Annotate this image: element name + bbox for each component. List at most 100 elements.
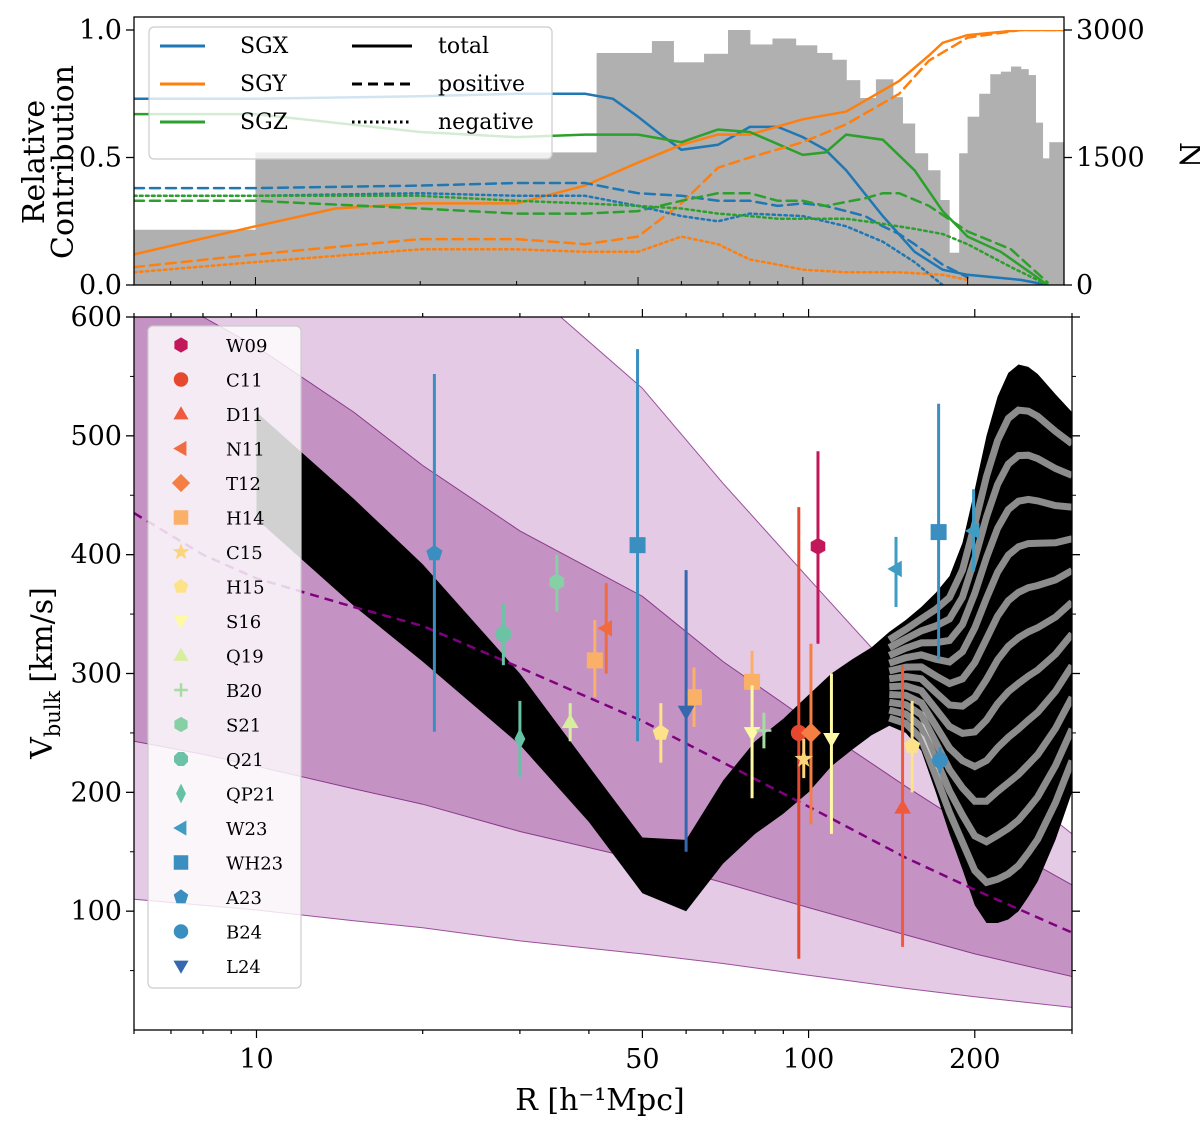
marker-w23 [965,522,980,540]
sgy-negative-line [134,235,969,282]
legend-label-n11: N11 [226,440,265,461]
hist-bar [255,152,598,285]
marker-qp21 [514,727,526,750]
hist-bar [1042,158,1050,285]
reconstruction-streak [888,567,1072,688]
legend-label-a23: A23 [225,888,262,909]
top-ytick-label: 1.0 [79,15,122,46]
bottom-ytick-label: 500 [70,421,122,452]
legend-label-b20: B20 [226,681,262,702]
reconstruction-streaks [887,406,1072,887]
hist-bar [816,52,833,285]
bottom-legend-box [147,325,302,989]
hist-bar [949,252,960,285]
marker-h15 [904,737,921,753]
marker-q19 [561,713,579,728]
sgy-total-line [134,30,1064,256]
legend-marker-h15 [173,578,189,593]
top-ylabel-line2: Contribution [46,65,81,259]
legend-marker-w23 [173,820,187,836]
legend-label-h14: H14 [226,509,265,530]
ylabel-unit: [km/s] [25,587,60,683]
top-y2tick-label: 1500 [1076,143,1145,174]
hist-bar [990,74,1002,285]
marker-b20 [756,723,772,739]
marker-h15 [652,724,669,740]
marker-t12 [800,722,822,744]
sgx-negative-line [134,191,944,285]
legend-label-s16: S16 [226,612,261,633]
legend-marker-s16 [173,615,189,629]
bottom-ylabel: Vbulk [km/s] [25,587,65,760]
legend-label-q21: Q21 [226,750,264,771]
legend-label-total: total [438,34,489,59]
count-histogram [134,30,1064,285]
marker-n11 [597,620,612,637]
marker-c15 [794,749,814,767]
bottom-ytick-label: 400 [70,540,122,571]
legend-marker-t12 [171,473,191,493]
marker-s16 [743,727,761,742]
top-y2tick-label: 3000 [1076,15,1145,46]
top-y2tick-label: 0 [1076,270,1093,301]
bottom-axis-ticks: 100 200 300 400 500 600 10 50 100 200 [70,302,1080,1075]
legend-label-s21: S21 [226,716,261,737]
reconstruction-streak [887,451,1072,651]
hist-bar [846,80,861,285]
bottom-legend: W09 C11 D11 N11 T12 H14 C15 H15 S16 Q19 B20 S21 Q21 Q… [147,325,302,989]
marker-s21 [549,573,565,591]
svg-text:Vbulk[km/s]: Vbulk [km/s] [25,587,65,760]
hist-bar [927,170,941,285]
legend-label-l24: L24 [226,957,261,978]
legend-label-h15: H15 [226,578,265,599]
hist-bar [1020,69,1029,285]
top-y2label: N [1172,142,1200,168]
hist-bar [749,44,774,285]
legend-marker-b20 [174,683,188,697]
hist-bar [892,97,903,285]
marker-q21 [495,626,512,643]
hist-bar [831,59,847,285]
reconstruction-streak [888,535,1072,667]
reconstruction-streak [887,406,1072,643]
reconstruction-streak [888,714,1072,887]
legend-label-w23: W23 [226,819,267,840]
reconstruction-streak [888,599,1072,710]
legend-marker-w09 [174,337,188,353]
lcdm-median-line [134,512,1072,934]
legend-label-sgy: SGY [240,72,287,97]
bottom-ytick-label: 600 [70,302,122,333]
hist-bar [939,200,950,285]
hist-bar [728,30,751,285]
legend-marker-l24 [173,960,189,974]
marker-b24 [932,752,949,769]
sgy-positive-line [134,30,1064,269]
legend-marker-h14 [173,510,189,525]
hist-bar [673,62,705,285]
contribution-lines [134,30,1064,285]
legend-marker-wh23 [173,855,189,870]
hist-bar [651,41,674,285]
legend-label-t12: T12 [226,474,261,495]
legend-marker-qp21 [176,783,186,804]
top-ytick-label: 0.5 [79,143,122,174]
bottom-xtick-label: 10 [239,1044,273,1075]
bottom-xlabel: R [h⁻¹Mpc] [515,1083,684,1118]
bottom-ytick-label: 100 [70,896,122,927]
hist-bar [1028,75,1037,285]
lcdm-1sigma-band [134,317,1072,978]
marker-d11 [894,799,911,814]
legend-marker-n11 [173,440,187,457]
bottom-ytick-label: 200 [70,777,122,808]
top-legend-box [148,26,553,160]
legend-label-positive: positive [438,72,525,97]
hist-bar [772,38,797,285]
legend-marker-a23 [173,889,189,904]
legend-label-q19: Q19 [226,647,264,668]
reconstruction-streak [887,495,1072,659]
bottom-xtick-label: 50 [625,1044,659,1075]
legend-label-sgz: SGZ [240,110,288,135]
hist-bar [1000,71,1012,285]
top-ytick-label: 0.0 [79,270,122,301]
